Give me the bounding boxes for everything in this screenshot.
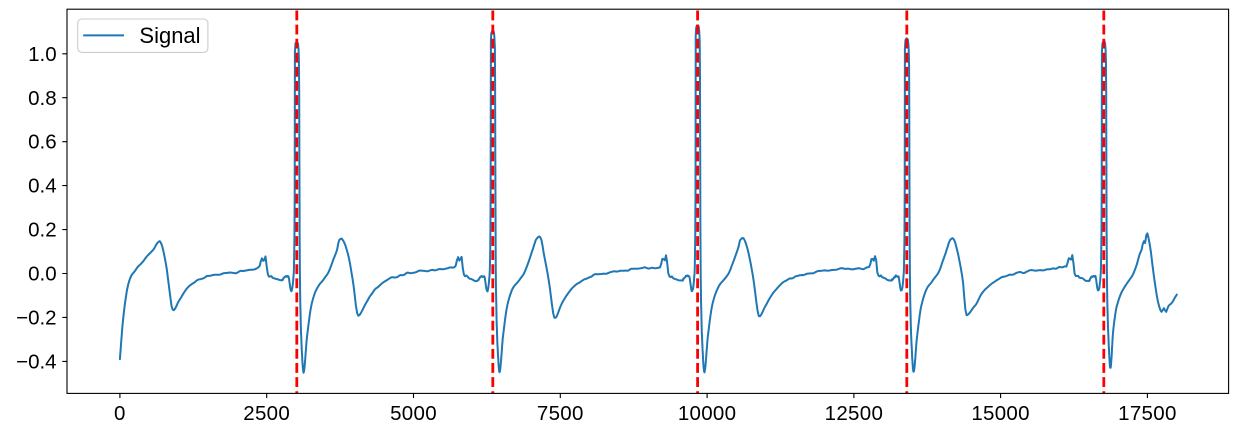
svg-text:1.0: 1.0 [28, 43, 57, 66]
svg-text:0.0: 0.0 [28, 263, 57, 286]
svg-text:0.6: 0.6 [28, 131, 57, 154]
svg-text:0.8: 0.8 [28, 87, 57, 110]
svg-text:0: 0 [114, 402, 126, 425]
svg-text:12500: 12500 [825, 402, 884, 425]
svg-text:0.4: 0.4 [28, 175, 57, 198]
svg-text:−0.2: −0.2 [16, 307, 56, 330]
svg-text:7500: 7500 [537, 402, 584, 425]
svg-text:17500: 17500 [1118, 402, 1177, 425]
svg-text:−0.4: −0.4 [16, 350, 56, 373]
svg-text:10000: 10000 [678, 402, 737, 425]
svg-text:Signal: Signal [139, 23, 200, 48]
svg-text:2500: 2500 [243, 402, 290, 425]
svg-text:0.2: 0.2 [28, 219, 57, 242]
svg-text:15000: 15000 [971, 402, 1030, 425]
svg-text:5000: 5000 [390, 402, 437, 425]
